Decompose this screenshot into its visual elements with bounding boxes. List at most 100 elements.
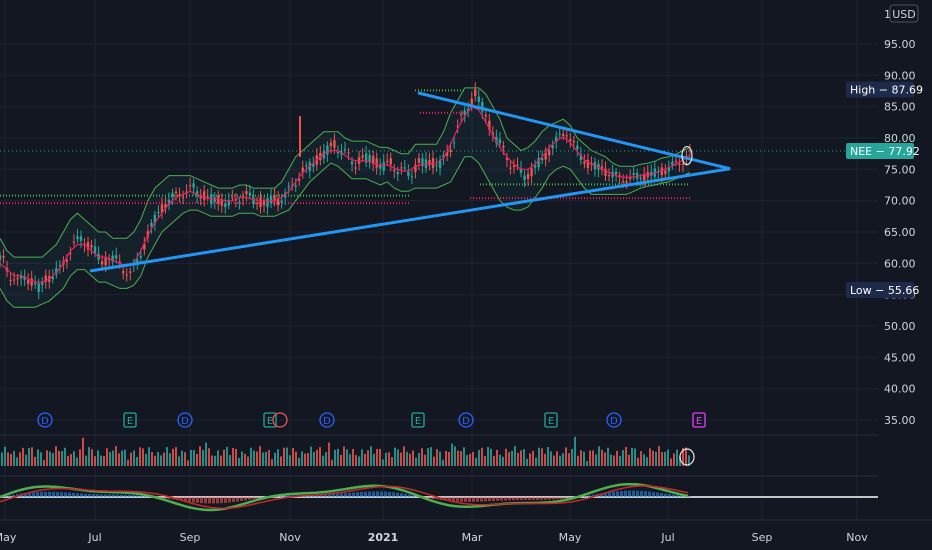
volume-bar [511,450,513,466]
price-tag-name: NEE − 77.92 [850,145,920,158]
earnings-badge [544,412,558,428]
volume-bar [298,457,300,466]
candle-body [569,139,572,141]
volume-bar [625,446,627,466]
event-label: E [127,416,133,427]
histogram-bar [548,497,551,500]
candle-body [488,120,491,130]
dividend-marker[interactable]: D [37,412,53,428]
histogram-bar [660,492,663,497]
dividend-marker[interactable]: D [458,412,474,428]
volume-bar [163,452,165,466]
volume-bar [589,450,591,466]
dividend-marker[interactable]: D [319,412,335,428]
earnings-marker[interactable]: E [263,412,277,428]
candle-body [403,167,407,169]
volume-bar [364,453,366,466]
candle-body [202,191,206,200]
candle-body [495,136,498,143]
volume-bar [103,456,105,466]
earnings-marker[interactable]: E [123,412,137,428]
candle-body [2,255,5,258]
earnings-marker[interactable]: E [544,412,558,428]
candle-body [526,173,530,179]
volume-bar [406,451,408,466]
volume-bar [82,437,84,466]
volume-bar [382,459,384,466]
volume-bar [1,452,3,466]
volume-bar [631,447,633,466]
candle-body [150,222,153,227]
candle-body [445,151,449,156]
volume-bar [337,448,339,466]
volume-bar [574,436,576,466]
candle-body [30,278,33,286]
candle-body [192,183,195,188]
candle-body [312,163,315,167]
histogram-bar [376,491,379,497]
volume-bar [658,446,660,466]
histogram-bar [200,497,203,504]
volume-bar [295,451,297,466]
price-axis[interactable]: 95.00 90.00 85.00 80.00 75.00 70.00 65.00 60.00… [878,0,932,520]
histogram-bar [364,491,367,497]
histogram-bar [256,497,259,499]
bollinger-bands [0,87,691,308]
x-tick-label: Nov [279,531,301,544]
candle-body [484,114,488,117]
histogram-bar [228,497,231,503]
candle-body [100,261,104,265]
band-fill [0,87,690,308]
volume-bar [250,447,252,466]
price-tag-background [846,81,914,98]
price-tag: High − 87.69 [846,81,923,98]
histogram-bar [600,493,603,497]
histogram-bar [428,497,431,499]
volume-bar [310,446,312,466]
histogram-bar [648,491,651,497]
price-tag-name: High − 87.69 [850,84,923,97]
volume-bar [481,447,483,466]
volume-bar [16,457,18,466]
histogram-bar [472,497,475,502]
candle-body [614,171,618,175]
histogram-bar [544,497,547,500]
volume-bar [355,455,357,466]
moving-average [0,105,691,283]
volume-bar [124,449,126,466]
volume-bar [595,454,597,466]
candle-body [12,279,16,281]
histogram-bar [664,493,667,497]
time-axis[interactable]: May Jul Sep Nov 2021 Mar May Jul Sep Nov [0,519,932,544]
volume-bar [199,446,201,466]
candle-body [298,179,301,181]
histogram-bar [284,495,287,497]
volume-bar [340,454,342,466]
candle-body [164,204,167,209]
candle-body [516,164,519,166]
y-tick-label: 50.00 [884,320,916,333]
candle-body [583,161,586,164]
triangle-outline [89,91,731,273]
dividend-marker[interactable]: D [177,412,193,428]
volume-bar [622,450,624,466]
volume-bar [427,448,429,466]
candle-body [206,196,209,198]
candle-body [565,135,568,137]
candle-body [625,181,628,184]
earnings-marker[interactable]: E [692,412,706,428]
candle-body [171,192,174,198]
volume-bar [448,451,450,466]
volume-bar [466,455,468,466]
candle-body [375,158,378,168]
histogram-bar [520,497,523,501]
candle-body [276,197,280,206]
earnings-marker[interactable]: E [411,412,425,428]
volume-bar [445,450,447,466]
histogram-bar [168,497,171,499]
dividend-marker[interactable]: D [606,412,622,428]
histogram-bar [56,491,59,497]
volume-bar [598,446,600,466]
